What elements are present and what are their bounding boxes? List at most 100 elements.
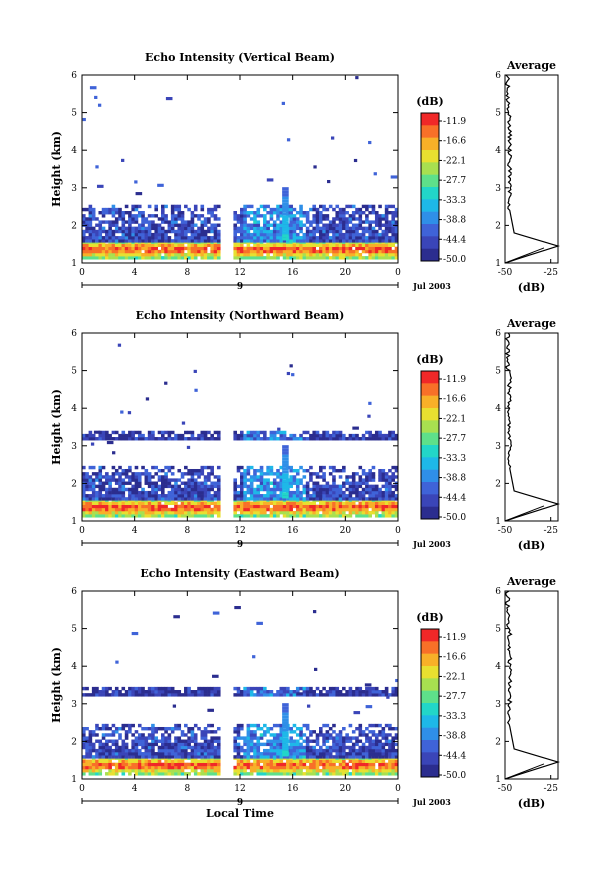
colorbar-swatch xyxy=(421,715,439,728)
x-tick-label: 16 xyxy=(287,784,299,794)
colorbar-swatch xyxy=(421,666,439,679)
profile-y-tick-label: 5 xyxy=(495,625,501,635)
colorbar-swatch xyxy=(421,764,439,778)
colorbar-swatch xyxy=(421,629,439,642)
x-tick-label: 20 xyxy=(340,526,352,536)
colorbar-tick-label: -22.1 xyxy=(443,414,466,424)
profile-frame xyxy=(504,332,559,522)
average-profile-lower-line xyxy=(504,763,545,780)
colorbar-swatch xyxy=(421,211,439,225)
colorbar-swatch xyxy=(421,137,439,151)
y-tick-label: 1 xyxy=(71,517,77,527)
y-tick-label: 6 xyxy=(71,587,77,597)
day-label: 9 xyxy=(237,540,243,550)
colorbar-tick-label: -16.6 xyxy=(443,395,466,405)
colorbar-swatch xyxy=(421,125,439,138)
y-axis-label: Height (km) xyxy=(50,389,63,465)
colorbar-tick-label: -27.7 xyxy=(443,692,466,702)
date-label: Jul 2003 xyxy=(412,281,451,291)
colorbar-unit: (dB) xyxy=(416,95,443,108)
y-tick-label: 6 xyxy=(71,71,77,81)
colorbar-tick-label: -33.3 xyxy=(443,712,466,722)
colorbar-swatch xyxy=(421,445,439,458)
profile-y-tick-label: 1 xyxy=(495,775,501,785)
x-tick-label: 12 xyxy=(234,784,245,794)
colorbar-tick-label: -38.8 xyxy=(443,216,466,226)
profile-y-tick-label: 2 xyxy=(495,221,501,231)
y-tick-label: 5 xyxy=(71,109,77,119)
colorbar-swatch xyxy=(421,457,439,470)
colorbar-tick-label: -27.7 xyxy=(443,434,466,444)
x-tick-label: 20 xyxy=(340,268,352,278)
colorbar-tick-label: -16.6 xyxy=(443,653,466,663)
colorbar-tick-label: -44.4 xyxy=(443,751,466,761)
colorbar-swatch xyxy=(421,469,439,483)
x-tick-label: 4 xyxy=(132,268,138,278)
profile-y-tick-label: 3 xyxy=(495,700,501,710)
colorbar-swatch xyxy=(421,752,439,765)
y-axis-label: Height (km) xyxy=(50,131,63,207)
x-tick-label: 0 xyxy=(395,784,401,794)
colorbar-swatch xyxy=(421,199,439,212)
colorbar-frame xyxy=(420,628,440,778)
colorbar-swatch xyxy=(421,187,439,200)
profile-title: Average xyxy=(506,59,556,72)
colorbar-swatch xyxy=(421,678,439,691)
profile-y-tick-label: 2 xyxy=(495,737,501,747)
colorbar-swatch xyxy=(421,653,439,667)
profile-title: Average xyxy=(506,575,556,588)
day-label: 9 xyxy=(237,798,243,808)
y-tick-label: 4 xyxy=(71,662,77,672)
profile-y-tick-label: 3 xyxy=(495,184,501,194)
profile-y-tick-label: 2 xyxy=(495,479,501,489)
profile-y-tick-label: 6 xyxy=(495,71,501,81)
colorbar-swatch xyxy=(421,150,439,163)
y-tick-label: 2 xyxy=(71,737,77,747)
colorbar-swatch xyxy=(421,113,439,126)
y-tick-label: 2 xyxy=(71,221,77,231)
profile-title: Average xyxy=(506,317,556,330)
colorbar-unit: (dB) xyxy=(416,353,443,366)
y-tick-label: 6 xyxy=(71,329,77,339)
x-tick-label: 4 xyxy=(132,526,138,536)
colorbar-tick-label: -38.8 xyxy=(443,474,466,484)
colorbar-tick-label: -27.7 xyxy=(443,176,466,186)
x-tick-label: 8 xyxy=(184,268,190,278)
x-tick-label: 4 xyxy=(132,784,138,794)
colorbar-tick-label: -11.9 xyxy=(443,375,466,385)
colorbar-swatch xyxy=(421,408,439,421)
colorbar-swatch xyxy=(421,727,439,741)
panel-title: Echo Intensity (Vertical Beam) xyxy=(145,51,335,64)
y-tick-label: 3 xyxy=(71,442,77,452)
colorbar-swatch xyxy=(421,224,439,237)
colorbar-tick-label: -50.0 xyxy=(443,771,466,781)
profile-y-tick-label: 1 xyxy=(495,259,501,269)
x-tick-label: 8 xyxy=(184,526,190,536)
colorbar-swatch xyxy=(421,383,439,396)
colorbar-tick-label: -33.3 xyxy=(443,196,466,206)
colorbar-swatch xyxy=(421,641,439,654)
x-tick-label: 0 xyxy=(79,526,85,536)
heatmap-cells xyxy=(82,605,399,776)
profile-x-label: (dB) xyxy=(518,797,545,810)
date-label: Jul 2003 xyxy=(412,539,451,549)
y-tick-label: 1 xyxy=(71,775,77,785)
colorbar-swatch xyxy=(421,248,439,262)
colorbar-swatch xyxy=(421,690,439,704)
colorbar-swatch xyxy=(421,174,439,188)
profile-frame xyxy=(504,74,559,264)
panel-title: Echo Intensity (Northward Beam) xyxy=(136,309,345,322)
profile-y-tick-label: 5 xyxy=(495,367,501,377)
colorbar-swatch xyxy=(421,703,439,716)
profile-frame xyxy=(504,590,559,780)
colorbar-tick-label: -44.4 xyxy=(443,235,466,245)
average-profile-line xyxy=(504,332,561,522)
x-tick-label: 12 xyxy=(234,526,245,536)
colorbar-swatch xyxy=(421,395,439,409)
profile-x-tick-label: -25 xyxy=(543,526,558,536)
profile-x-tick-label: -25 xyxy=(543,268,558,278)
colorbar-swatch xyxy=(421,494,439,507)
colorbar-frame xyxy=(420,370,440,520)
x-axis-label: Local Time xyxy=(206,807,274,820)
average-profile-line xyxy=(504,74,561,264)
